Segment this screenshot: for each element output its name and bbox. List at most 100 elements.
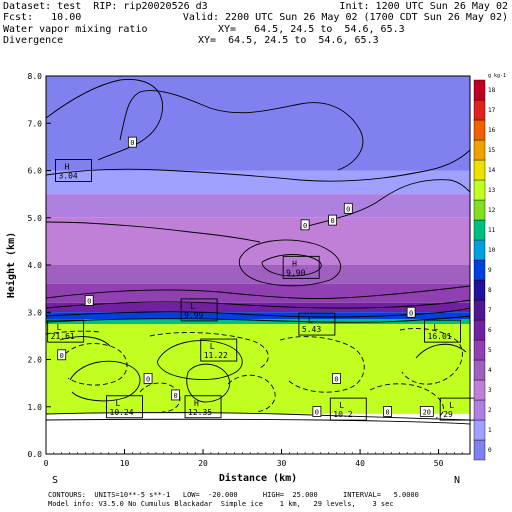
divergence-contours: [46, 78, 470, 425]
colorbar-level-label: 3: [488, 387, 492, 394]
contour-label-box: [127, 136, 137, 148]
colorbar-level-label: 0: [488, 447, 492, 454]
colorbar-level-label: 18: [488, 87, 496, 94]
contour-label-box: [84, 295, 94, 306]
colorbar-level-label: 11: [488, 227, 496, 234]
hilo-letter: L: [190, 302, 195, 311]
contour-label-text: 0: [303, 222, 307, 230]
moisture-band: [46, 170, 470, 195]
contour-line: [59, 336, 111, 347]
hilo-box: [106, 395, 143, 419]
x-tick-label: 0: [44, 459, 49, 468]
contour-label-box: [328, 214, 337, 226]
colorbar-swatch: [473, 79, 486, 101]
hilo-label: L10.2: [329, 397, 367, 421]
hilo-letter: L: [308, 316, 313, 325]
contour-line: [299, 179, 470, 229]
contour-line: [46, 299, 470, 309]
moisture-band: [46, 194, 470, 218]
zero-contour-labels: 0 0 0 0 0 0 0 0 0 0 0 0 20: [57, 136, 434, 417]
y-tick-label: 3.0: [28, 308, 43, 317]
colorbar-swatch: [473, 379, 486, 401]
hilo-value: 5.43: [302, 325, 321, 334]
colorbar-swatch: [473, 419, 486, 441]
moisture-layers: [46, 76, 470, 414]
contour-label-text: 0: [330, 217, 334, 225]
contour-line: [261, 254, 322, 277]
hilo-label: H9.90: [282, 255, 320, 279]
moisture-band: [46, 302, 470, 313]
hilo-box: [47, 319, 85, 343]
hilo-letter: H: [194, 399, 199, 408]
contour-label-text: 0: [146, 375, 150, 383]
moisture-band: [46, 319, 470, 325]
contour-line: [46, 221, 261, 243]
contour-label-text: 0: [315, 408, 319, 416]
colorbar-swatch: [473, 179, 486, 201]
y-tick-label: 7.0: [28, 119, 43, 128]
contour-label-box: [312, 406, 322, 417]
hilo-box: [298, 312, 336, 336]
contours-info: CONTOURS: UNITS=10**-5 s**-1 LOW= -20.00…: [48, 491, 419, 499]
dashed-contour-line: [369, 383, 444, 419]
hilo-box: [282, 255, 320, 279]
contour-label-text: 0: [173, 392, 177, 400]
contour-label-box: [143, 372, 153, 384]
contour-label-text: 20: [423, 408, 431, 416]
colorbar-level-label: 16: [488, 127, 496, 134]
contour-label-text: 0: [60, 352, 64, 360]
contour-value-label: 0: [312, 406, 322, 417]
high-low-labels: H3.04H9.90L9.99L5.43L21.61L11.22L16.01L1…: [47, 159, 477, 421]
contour-label-box: [332, 372, 341, 384]
contour-value-label: 0: [57, 349, 67, 361]
colorbar-swatch: [473, 239, 486, 261]
hilo-label: H12.35: [184, 395, 222, 419]
contour-label-box: [343, 202, 353, 214]
forecast-line: Fcst: 10.00: [3, 12, 82, 23]
hilo-value: 10.2: [333, 410, 352, 419]
dashed-contour-line: [46, 330, 101, 335]
moisture-band: [46, 283, 470, 303]
field2-xy: XY= 64.5, 24.5 to 54.6, 65.3: [198, 35, 379, 46]
hilo-value: 3.04: [58, 172, 77, 181]
contour-line: [46, 315, 470, 323]
dashed-contour-line: [227, 374, 276, 413]
contour-label-box: [57, 349, 67, 361]
y-tick-label: 2.0: [28, 356, 43, 365]
contour-value-label: 0: [143, 372, 153, 384]
moisture-band: [46, 324, 470, 414]
hilo-box: [180, 298, 218, 322]
contour-label-box: [171, 389, 180, 401]
x-axis-label: Distance (km): [219, 472, 297, 484]
y-axis-label: Height (km): [5, 232, 17, 298]
hilo-box: [200, 338, 238, 362]
y-tick-label: 6.0: [28, 167, 43, 176]
hilo-letter: L: [339, 401, 344, 410]
hilo-value: 29: [443, 410, 453, 419]
contour-label-box: [419, 406, 434, 417]
colorbar-swatch: [473, 299, 486, 321]
dashed-contour-line: [279, 336, 365, 393]
hilo-label: L11.22: [200, 338, 238, 362]
colorbar-level-label: 15: [488, 147, 496, 154]
hilo-label: L16.01: [424, 319, 461, 343]
hilo-value: 11.22: [204, 351, 228, 360]
y-tick-label: 4.0: [28, 261, 43, 270]
hilo-value: 16.01: [428, 332, 452, 341]
y-tick-label: 8.0: [28, 72, 43, 81]
colorbar-level-label: 9: [488, 267, 492, 274]
contour-value-label: 0: [343, 202, 353, 214]
contour-line: [46, 149, 470, 182]
x-tick-label: 50: [434, 459, 444, 468]
dashed-contour-line: [399, 328, 463, 385]
hilo-box: [424, 319, 461, 343]
hilo-label: H3.04: [55, 159, 92, 182]
contour-label-text: 0: [385, 408, 389, 416]
field1-xy: XY= 64.5, 24.5 to 54.6, 65.3: [218, 24, 405, 35]
hilo-label: L9.99: [180, 298, 218, 322]
dashed-contour-line: [59, 343, 128, 386]
y-tick-label: 5.0: [28, 214, 43, 223]
colorbar-level-label: 1: [488, 427, 492, 434]
field2-name: Divergence: [3, 35, 64, 46]
